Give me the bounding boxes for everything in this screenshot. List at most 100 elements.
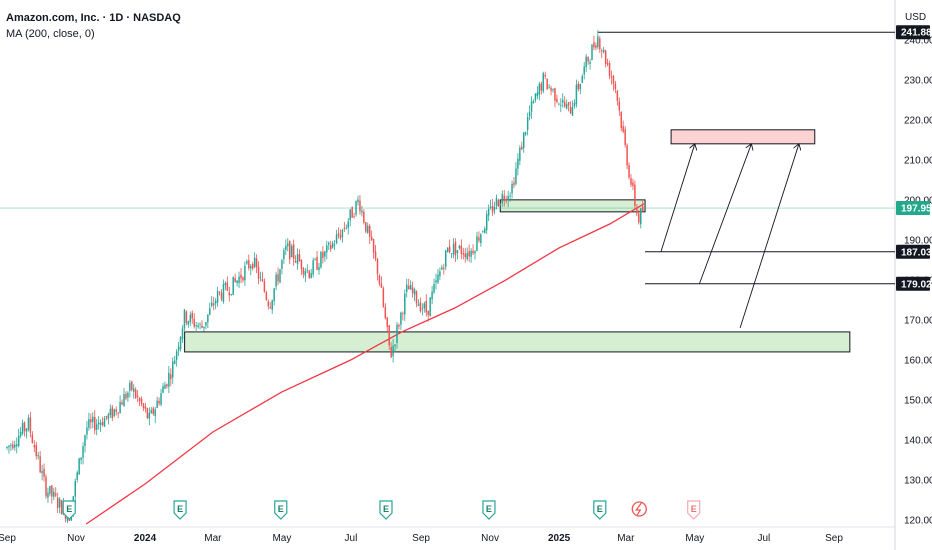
candle[interactable] xyxy=(382,286,385,308)
candle[interactable] xyxy=(195,321,197,333)
candle[interactable] xyxy=(92,412,94,429)
candle[interactable] xyxy=(511,180,513,199)
candle[interactable] xyxy=(571,100,574,116)
candle[interactable] xyxy=(232,276,234,296)
candle[interactable] xyxy=(573,99,576,109)
candle[interactable] xyxy=(427,310,429,322)
candle[interactable] xyxy=(189,311,192,326)
candle[interactable] xyxy=(203,326,205,332)
candle[interactable] xyxy=(86,421,88,440)
candle[interactable] xyxy=(560,98,562,113)
candle[interactable] xyxy=(433,278,435,295)
candle[interactable] xyxy=(505,195,507,204)
candle[interactable] xyxy=(35,441,38,460)
candle[interactable] xyxy=(129,380,131,398)
candle[interactable] xyxy=(172,357,174,384)
candle[interactable] xyxy=(322,246,324,264)
candle[interactable] xyxy=(509,192,511,202)
candle[interactable] xyxy=(402,311,404,321)
candle[interactable] xyxy=(357,195,359,206)
candle[interactable] xyxy=(390,342,392,359)
candle[interactable] xyxy=(641,199,644,213)
candle[interactable] xyxy=(267,299,270,310)
candle[interactable] xyxy=(287,238,289,252)
candle[interactable] xyxy=(41,464,43,481)
candle[interactable] xyxy=(168,365,170,394)
candle[interactable] xyxy=(281,258,283,275)
candle[interactable] xyxy=(544,71,546,80)
candle[interactable] xyxy=(187,320,190,328)
candle[interactable] xyxy=(474,250,476,260)
candle[interactable] xyxy=(148,407,151,426)
candle[interactable] xyxy=(183,308,186,332)
candle[interactable] xyxy=(610,70,613,85)
candle[interactable] xyxy=(554,87,556,108)
candle[interactable] xyxy=(29,411,32,438)
candle[interactable] xyxy=(166,383,168,389)
candle[interactable] xyxy=(482,230,484,234)
candle[interactable] xyxy=(450,253,453,259)
candle[interactable] xyxy=(472,244,474,255)
candle[interactable] xyxy=(501,190,504,207)
candle[interactable] xyxy=(105,415,108,421)
candle[interactable] xyxy=(396,322,398,349)
candle[interactable] xyxy=(269,302,272,309)
candle[interactable] xyxy=(173,355,176,365)
candle[interactable] xyxy=(476,231,478,252)
candle[interactable] xyxy=(248,254,250,271)
candle[interactable] xyxy=(279,268,281,284)
candle[interactable] xyxy=(368,223,371,245)
candle[interactable] xyxy=(597,30,599,50)
candle[interactable] xyxy=(515,162,517,186)
candle[interactable] xyxy=(351,206,353,218)
candle[interactable] xyxy=(556,94,558,104)
candle[interactable] xyxy=(142,402,145,411)
candle[interactable] xyxy=(376,258,379,281)
projection-arrow[interactable] xyxy=(660,144,695,253)
candle[interactable] xyxy=(409,280,412,290)
candle[interactable] xyxy=(569,101,572,114)
earnings-marker[interactable]: E xyxy=(379,500,393,520)
candle[interactable] xyxy=(415,290,418,308)
candle[interactable] xyxy=(33,440,36,452)
candle[interactable] xyxy=(367,222,369,234)
candle[interactable] xyxy=(546,78,548,90)
candle[interactable] xyxy=(244,261,246,286)
candle[interactable] xyxy=(388,325,390,350)
candle[interactable] xyxy=(95,418,98,436)
candle[interactable] xyxy=(294,255,297,264)
candle[interactable] xyxy=(638,209,640,225)
candle[interactable] xyxy=(242,276,244,283)
candle[interactable] xyxy=(335,229,338,245)
candle[interactable] xyxy=(302,266,305,279)
candle[interactable] xyxy=(413,287,416,302)
candle[interactable] xyxy=(425,294,428,317)
candle[interactable] xyxy=(326,240,328,260)
candle[interactable] xyxy=(74,478,77,504)
candle[interactable] xyxy=(423,301,426,313)
candle[interactable] xyxy=(329,240,332,252)
candle[interactable] xyxy=(392,338,394,363)
candle[interactable] xyxy=(111,404,114,422)
candle[interactable] xyxy=(583,62,585,80)
candle[interactable] xyxy=(51,484,53,504)
candle[interactable] xyxy=(12,440,14,450)
candle[interactable] xyxy=(517,153,519,176)
candle[interactable] xyxy=(224,281,227,291)
candle[interactable] xyxy=(127,391,129,403)
candle[interactable] xyxy=(146,407,149,420)
candle[interactable] xyxy=(602,46,605,54)
candle[interactable] xyxy=(101,417,104,427)
candle[interactable] xyxy=(359,195,361,215)
candle[interactable] xyxy=(542,71,545,94)
candle[interactable] xyxy=(503,190,506,207)
candle[interactable] xyxy=(236,280,238,287)
candle[interactable] xyxy=(308,269,311,279)
candle[interactable] xyxy=(485,210,488,234)
candle[interactable] xyxy=(634,180,636,210)
candle[interactable] xyxy=(19,427,22,439)
candle[interactable] xyxy=(454,238,457,262)
candle[interactable] xyxy=(435,273,437,290)
